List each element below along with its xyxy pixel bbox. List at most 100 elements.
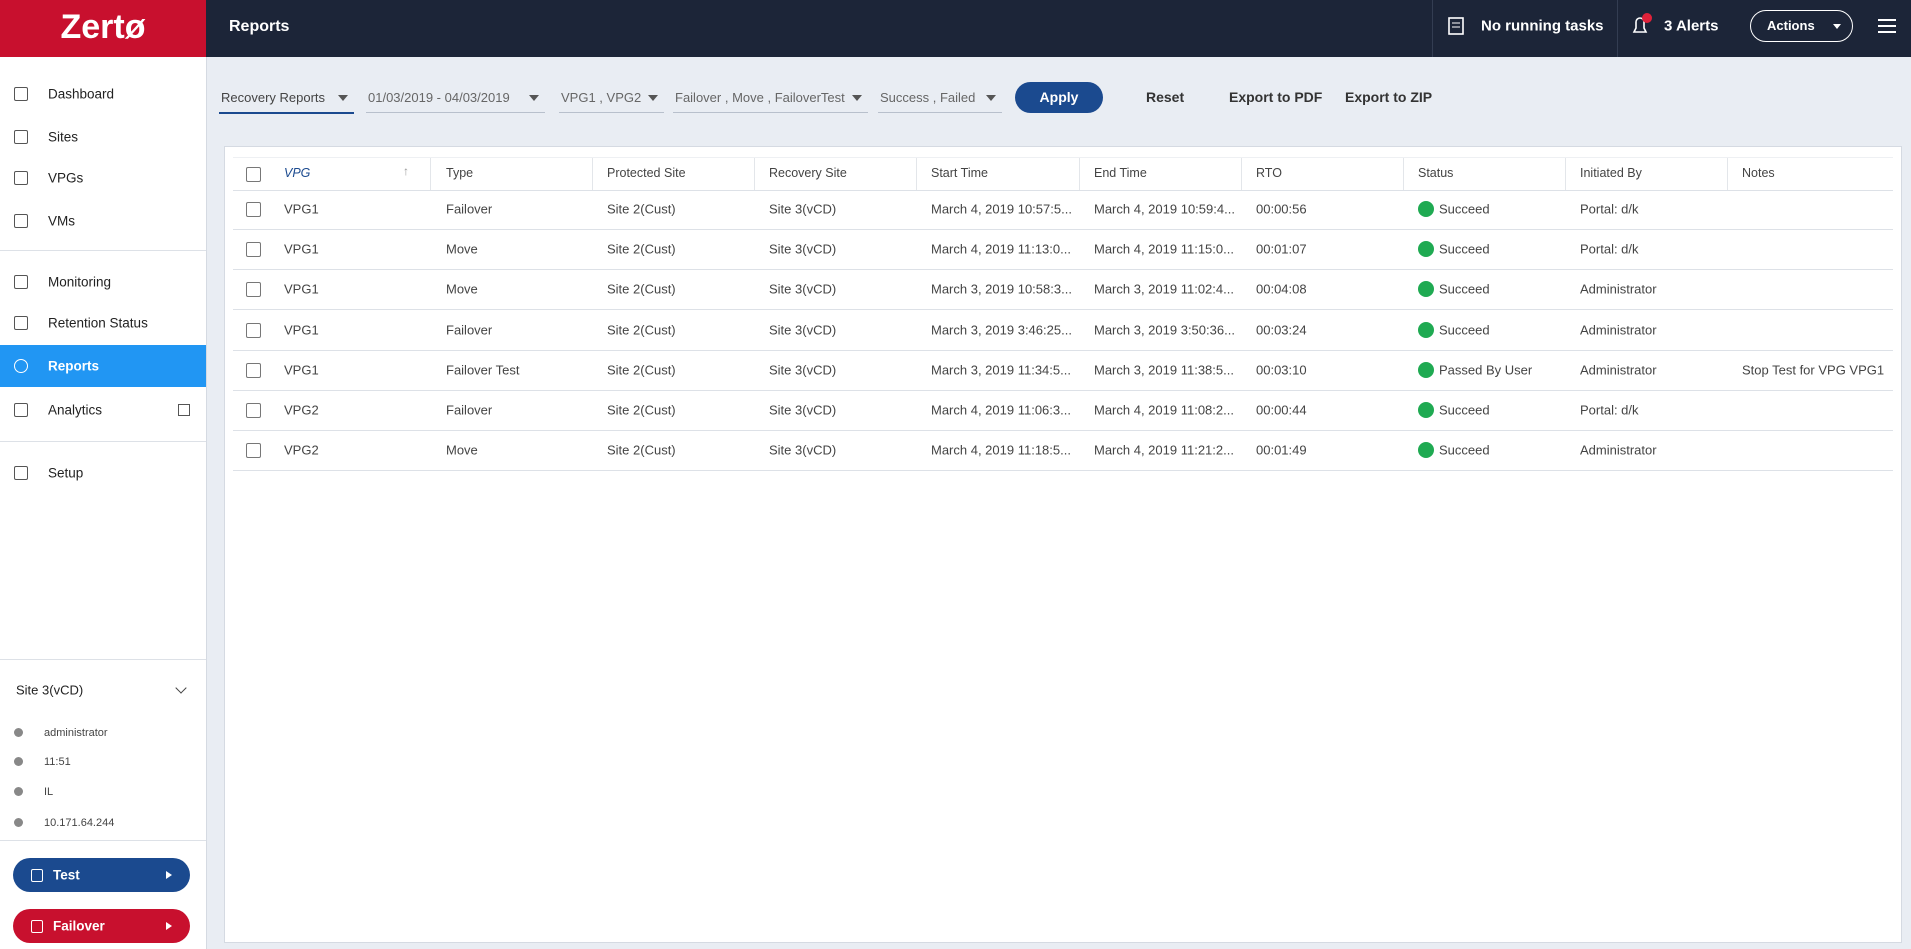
cell: Succeed <box>1439 201 1490 217</box>
column-header[interactable]: Notes <box>1742 166 1775 180</box>
cell: Succeed <box>1439 442 1490 458</box>
cell: Site 2(Cust) <box>607 402 676 418</box>
nav-item[interactable]: Setup <box>48 465 84 481</box>
divider <box>0 441 206 442</box>
column-header[interactable]: Protected Site <box>607 166 686 180</box>
filter-value: VPG1 , VPG2 <box>561 90 642 105</box>
cell: Site 3(vCD) <box>769 201 837 217</box>
cell: March 4, 2019 11:21:2... <box>1094 442 1234 458</box>
nav-item[interactable]: Retention Status <box>48 315 148 331</box>
cell: VPG2 <box>284 402 319 418</box>
column-header[interactable]: Status <box>1418 166 1454 180</box>
cell: Move <box>446 281 478 297</box>
cell: Site 3(vCD) <box>769 322 837 338</box>
divider <box>0 659 206 660</box>
test-button[interactable]: Test <box>13 858 190 892</box>
cell: March 3, 2019 3:46:25... <box>931 322 1072 338</box>
cell: March 3, 2019 11:34:5... <box>931 362 1071 378</box>
cell: Site 2(Cust) <box>607 442 676 458</box>
nav-item[interactable]: Dashboard <box>48 86 115 102</box>
cell: Failover <box>446 322 493 338</box>
caret <box>986 95 996 106</box>
cell: Passed By User <box>1439 362 1533 378</box>
row-checkbox[interactable] <box>246 362 261 378</box>
nav-icon <box>14 171 28 185</box>
cell: Site 3(vCD) <box>769 362 837 378</box>
filter-dropdown[interactable]: 01/03/2019 - 04/03/2019 <box>366 86 545 113</box>
cell: March 4, 2019 11:13:0... <box>931 241 1071 257</box>
cell: VPG1 <box>284 322 319 338</box>
row-checkbox[interactable] <box>246 242 261 258</box>
column-header[interactable]: End Time <box>1094 166 1147 180</box>
nav-icon <box>14 87 28 101</box>
column-divider <box>592 158 593 190</box>
failover-button[interactable]: Failover <box>13 909 190 943</box>
top-bar: Reports No running tasks 3 Alerts Action… <box>0 0 1911 57</box>
tasks-icon <box>1448 17 1464 35</box>
button-arrow <box>166 871 176 879</box>
cell: Failover <box>446 402 493 418</box>
select-all[interactable] <box>246 167 261 182</box>
nav-item[interactable]: Monitoring <box>48 274 112 290</box>
divider <box>1617 0 1618 57</box>
row-divider <box>233 389 1893 391</box>
cell: Site 2(Cust) <box>607 241 676 257</box>
nav-icon <box>14 275 28 289</box>
row-divider <box>233 470 1893 472</box>
nav-item[interactable]: Analytics <box>48 402 103 418</box>
nav-icon <box>14 316 28 330</box>
site-ip: 10.171.64.244 <box>44 817 115 829</box>
cell: March 4, 2019 11:06:3... <box>931 402 1071 418</box>
chevron[interactable] <box>175 682 187 694</box>
cell: VPG1 <box>284 281 319 297</box>
cell: March 4, 2019 11:15:0... <box>1094 241 1234 257</box>
info-icon <box>14 728 23 737</box>
status-icon <box>1418 402 1434 418</box>
site-user: administrator <box>44 727 108 739</box>
nav-item[interactable]: Sites <box>48 129 79 145</box>
column-header[interactable]: Start Time <box>931 166 988 180</box>
button-label: Test <box>53 867 80 883</box>
sort-arrow: ↑ <box>403 164 409 178</box>
column-header[interactable]: Type <box>446 166 474 180</box>
row-checkbox[interactable] <box>246 322 261 338</box>
bell-icon[interactable] <box>1630 12 1654 38</box>
nav-item[interactable]: VPGs <box>48 170 84 186</box>
reset-button[interactable]: Reset <box>1146 89 1185 105</box>
column-header[interactable]: RTO <box>1256 166 1282 180</box>
nav-item[interactable]: VMs <box>48 213 75 229</box>
nav-item[interactable]: Reports <box>48 358 100 374</box>
cell: 00:04:08 <box>1256 281 1307 297</box>
tasks[interactable]: No running tasks <box>1481 17 1604 35</box>
filter-dropdown[interactable]: VPG1 , VPG2 <box>559 86 664 113</box>
row-checkbox[interactable] <box>246 282 261 298</box>
cell: Site 2(Cust) <box>607 201 676 217</box>
row-divider <box>233 430 1893 431</box>
filter-value: Success , Failed <box>880 90 976 105</box>
sidebar: Dashboard Sites VPGs VMs Monitoring Retention… <box>0 57 207 949</box>
column-header[interactable]: Initiated By <box>1580 166 1642 180</box>
row-checkbox[interactable] <box>246 443 261 459</box>
apply-button[interactable]: Apply <box>1015 82 1103 113</box>
site-time: 11:51 <box>44 756 71 768</box>
column-header[interactable]: Recovery Site <box>769 166 847 180</box>
site-name[interactable]: Site 3(vCD) <box>16 682 84 698</box>
actions-button[interactable]: Actions <box>1750 10 1853 42</box>
caret <box>529 95 539 106</box>
cell: Administrator <box>1580 281 1657 297</box>
filter-dropdown[interactable]: Success , Failed <box>878 86 1002 113</box>
alerts[interactable]: 3 Alerts <box>1664 17 1719 35</box>
page-title: Reports <box>229 18 290 35</box>
cell: Stop Test for VPG VPG1 <box>1742 362 1885 378</box>
menu-icon[interactable] <box>1878 18 1896 34</box>
export-zip-button[interactable]: Export to ZIP <box>1345 89 1433 105</box>
filter-dropdown[interactable]: Failover , Move , FailoverTest <box>673 86 868 113</box>
external-icon <box>178 404 190 416</box>
export-pdf-button[interactable]: Export to PDF <box>1229 89 1323 105</box>
filter-value: 01/03/2019 - 04/03/2019 <box>368 90 510 105</box>
row-checkbox[interactable] <box>246 403 261 418</box>
filter-dropdown[interactable]: Recovery Reports <box>219 86 354 114</box>
row-checkbox[interactable] <box>246 202 261 217</box>
cell: 00:00:56 <box>1256 201 1307 217</box>
column-header[interactable]: VPG <box>284 166 311 180</box>
